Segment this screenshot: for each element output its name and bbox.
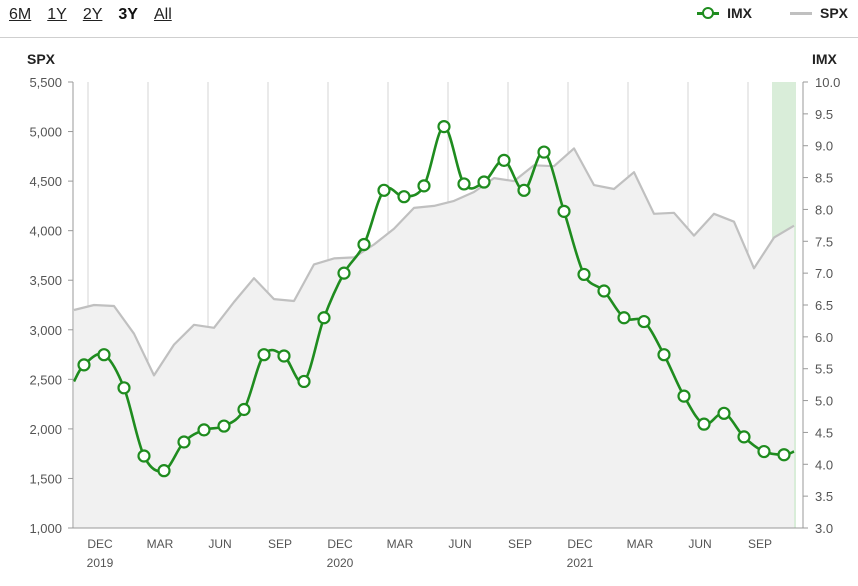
left-tick-label: 4,500	[29, 174, 62, 189]
right-tick-label: 7.5	[815, 234, 833, 249]
imx-point	[577, 267, 591, 282]
range-button-all[interactable]: All	[153, 6, 172, 23]
imx-series-layer	[72, 119, 795, 478]
imx-point	[637, 314, 651, 329]
legend-label: IMX	[727, 5, 752, 21]
right-tick-label: 6.5	[815, 298, 833, 313]
imx-point	[157, 464, 171, 478]
imx-point	[377, 183, 391, 197]
x-tick-label: DEC	[327, 537, 353, 551]
right-tick-label: 8.0	[815, 202, 833, 217]
left-tick-label: 4,000	[29, 224, 62, 239]
imx-point	[77, 358, 91, 372]
imx-point	[237, 402, 251, 417]
right-tick-label: 9.5	[815, 107, 833, 122]
x-tick-label: SEP	[268, 537, 292, 551]
imx-point	[737, 430, 751, 444]
x-tick-label: MAR	[147, 537, 174, 551]
imx-point	[537, 145, 551, 159]
imx-point	[277, 349, 291, 363]
left-tick-label: 5,500	[29, 75, 62, 90]
x-tick-year-label: 2019	[87, 556, 114, 570]
imx-point	[217, 419, 231, 433]
right-tick-label: 4.0	[815, 457, 833, 472]
spx-line	[73, 147, 795, 377]
range-selector-bar: 6M 1Y 2Y 3Y All IMX SPX	[0, 0, 858, 38]
left-axis-title: SPX	[27, 51, 56, 67]
right-tick-label: 8.5	[815, 171, 833, 186]
legend-swatch-spx	[789, 6, 812, 20]
axes-layer: SPX 1,000 1,500 2,000 2,500 3,000 3,500 4,000 4,…	[27, 51, 840, 570]
left-tick-label: 2,000	[29, 422, 62, 437]
imx-point	[717, 406, 731, 420]
imx-point	[177, 435, 191, 449]
imx-point	[397, 190, 411, 204]
spx-area	[74, 148, 794, 528]
imx-point	[597, 284, 611, 298]
range-buttons: 6M 1Y 2Y 3Y All	[9, 5, 172, 25]
imx-point	[497, 153, 511, 167]
x-tick-label: SEP	[748, 537, 772, 551]
imx-point	[137, 449, 151, 463]
imx-point	[557, 204, 571, 218]
imx-point	[197, 423, 211, 437]
range-button-1y[interactable]: 1Y	[47, 6, 67, 23]
right-tick-label: 6.0	[815, 330, 833, 345]
imx-point	[117, 381, 131, 395]
right-tick-label: 9.0	[815, 139, 833, 154]
imx-point	[257, 348, 271, 362]
right-tick-label: 5.5	[815, 362, 833, 377]
x-tick-label: JUN	[208, 537, 231, 551]
legend: IMX SPX	[697, 5, 848, 21]
range-button-6m[interactable]: 6M	[9, 6, 32, 23]
left-tick-label: 3,000	[29, 323, 62, 338]
right-tick-label: 3.5	[815, 489, 833, 504]
range-button-2y[interactable]: 2Y	[82, 6, 103, 23]
x-tick-label: SEP	[508, 537, 532, 551]
imx-point	[477, 175, 491, 189]
imx-point	[777, 448, 791, 462]
legend-item-spx[interactable]: SPX	[789, 5, 848, 21]
x-tick-label: MAR	[627, 537, 654, 551]
right-tick-label: 5.0	[815, 394, 833, 409]
imx-point	[457, 177, 471, 191]
x-tick-label: JUN	[688, 537, 711, 551]
imx-point	[317, 311, 331, 325]
right-tick-label: 4.5	[815, 425, 833, 440]
left-tick-label: 3,500	[29, 273, 62, 288]
legend-swatch-imx	[697, 6, 720, 20]
imx-point	[697, 417, 711, 431]
imx-point	[677, 389, 691, 403]
x-tick-year-label: 2020	[327, 556, 354, 570]
left-tick-label: 2,500	[29, 372, 62, 387]
imx-point	[657, 348, 671, 362]
imx-point	[757, 444, 771, 459]
imx-point	[417, 179, 431, 193]
x-tick-label: MAR	[387, 537, 414, 551]
imx-point	[97, 348, 111, 362]
legend-item-imx[interactable]: IMX	[697, 5, 752, 21]
imx-point	[437, 119, 451, 134]
legend-label: SPX	[819, 5, 848, 21]
imx-point	[617, 311, 631, 325]
x-tick-year-label: 2021	[567, 556, 594, 570]
right-tick-label: 7.0	[815, 266, 833, 281]
imx-point	[357, 237, 371, 252]
imx-point	[337, 266, 351, 280]
imx-point	[297, 374, 311, 389]
left-tick-label: 1,000	[29, 521, 62, 536]
left-tick-label: 1,500	[29, 471, 62, 486]
imx-point	[517, 183, 531, 197]
spx-series-layer	[73, 147, 795, 528]
left-tick-label: 5,000	[29, 125, 62, 140]
x-tick-label: DEC	[87, 537, 113, 551]
x-tick-label: JUN	[448, 537, 471, 551]
right-tick-label: 10.0	[815, 75, 840, 90]
x-tick-label: DEC	[567, 537, 593, 551]
range-button-3y[interactable]: 3Y	[118, 6, 138, 23]
right-axis-title: IMX	[812, 51, 838, 67]
right-tick-label: 3.0	[815, 521, 833, 536]
